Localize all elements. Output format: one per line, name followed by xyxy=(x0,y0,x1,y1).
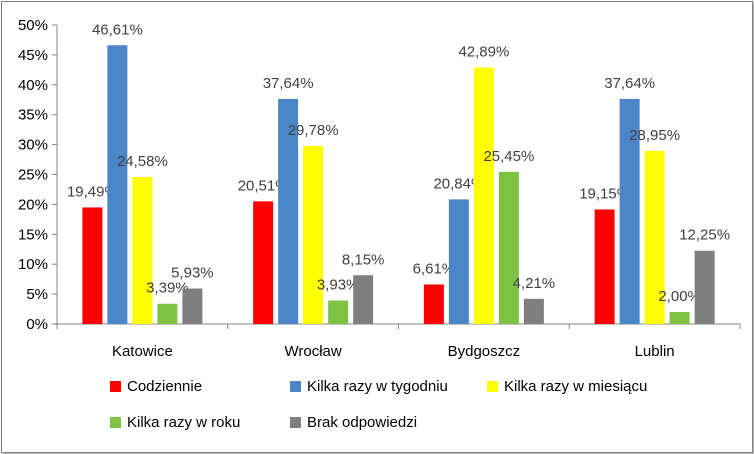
data-label: 19,15% xyxy=(579,185,630,202)
legend-item: Kilka razy w miesiącu xyxy=(487,378,647,395)
legend-item: Kilka razy w roku xyxy=(110,414,240,431)
data-label: 37,64% xyxy=(263,75,314,92)
data-label: 4,21% xyxy=(513,275,556,292)
bar xyxy=(107,45,128,324)
y-tick-label: 15% xyxy=(18,226,48,243)
bar xyxy=(157,303,178,324)
data-label: 28,95% xyxy=(629,127,680,144)
legend-swatch xyxy=(290,381,301,392)
bar xyxy=(498,171,519,324)
legend-label: Kilka razy w tygodniu xyxy=(307,378,448,395)
data-label: 20,51% xyxy=(238,177,289,194)
bar xyxy=(82,207,103,324)
data-label: 24,58% xyxy=(117,153,168,170)
data-label: 42,89% xyxy=(458,44,509,61)
legend-item: Codziennie xyxy=(110,378,202,395)
y-tick-label: 30% xyxy=(18,137,48,154)
data-label: 2,00% xyxy=(658,288,701,305)
legend-swatch xyxy=(290,417,301,428)
x-tick-label: Bydgoszcz xyxy=(448,343,521,360)
data-label: 19,49% xyxy=(67,183,118,200)
bar xyxy=(644,150,665,324)
data-label: 37,64% xyxy=(604,75,655,92)
data-label: 29,78% xyxy=(288,122,339,139)
bar xyxy=(278,98,299,324)
bar xyxy=(473,67,494,325)
legend-swatch xyxy=(487,381,498,392)
bar xyxy=(132,177,153,324)
bar xyxy=(448,199,469,324)
bar xyxy=(353,275,374,324)
legend-label: Codziennie xyxy=(127,378,203,395)
legend-swatch xyxy=(110,417,121,428)
legend-swatch xyxy=(110,381,121,392)
legend-item: Kilka razy w tygodniu xyxy=(290,378,448,395)
legend-label: Kilka razy w miesiącu xyxy=(504,378,648,395)
y-tick-label: 45% xyxy=(18,47,48,64)
bar xyxy=(423,284,444,324)
y-tick-label: 5% xyxy=(26,286,48,303)
bar xyxy=(182,288,203,324)
y-tick-label: 40% xyxy=(18,77,48,94)
y-tick-label: 35% xyxy=(18,107,48,124)
x-tick-label: Lublin xyxy=(635,343,675,360)
data-label: 25,45% xyxy=(483,148,534,165)
y-tick-label: 20% xyxy=(18,196,48,213)
bar xyxy=(669,312,690,324)
bar xyxy=(303,145,324,324)
y-tick-label: 25% xyxy=(18,167,48,184)
y-tick-label: 10% xyxy=(18,256,48,273)
legend-item: Brak odpowiedzi xyxy=(290,414,417,431)
data-label: 5,93% xyxy=(171,265,214,282)
legend: Codziennie Kilka razy w tygodniu Kilka raz… xyxy=(110,378,750,448)
data-label: 3,93% xyxy=(317,276,360,293)
data-label: 20,84% xyxy=(433,175,484,192)
bar xyxy=(594,209,615,324)
data-label: 3,39% xyxy=(146,280,189,297)
bar xyxy=(253,201,274,324)
bar xyxy=(694,250,715,324)
legend-label: Brak odpowiedzi xyxy=(307,414,418,431)
data-label: 12,25% xyxy=(679,227,730,244)
x-tick-label: Wrocław xyxy=(285,343,342,360)
bar xyxy=(523,298,544,324)
x-tick-label: Katowice xyxy=(112,343,173,360)
data-label: 46,61% xyxy=(92,21,143,38)
y-tick-label: 50% xyxy=(18,17,48,34)
data-label: 8,15% xyxy=(342,251,385,268)
legend-label: Kilka razy w roku xyxy=(127,414,241,431)
y-tick-label: 0% xyxy=(26,316,48,333)
bar xyxy=(619,98,640,324)
bar xyxy=(328,300,349,324)
data-label: 6,61% xyxy=(413,260,456,277)
